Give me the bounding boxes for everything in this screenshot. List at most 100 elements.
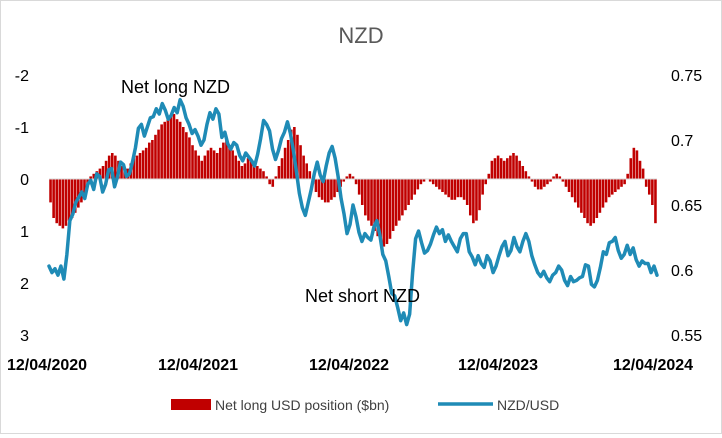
bar [521,166,524,179]
bar [642,169,645,179]
left-tick-label: -2 [15,68,29,85]
bar [333,179,336,197]
bar [518,161,521,179]
left-tick-label: 2 [20,276,29,293]
bar [432,179,435,184]
bar [145,148,148,179]
bar [383,179,386,247]
bar [148,143,151,179]
bar [231,150,234,179]
bar [367,179,370,221]
bar [370,179,373,226]
chart-frame: NZD -2 -1 0 1 2 3 0.75 0.7 0.65 0.6 0.55 12/04/20… [0,0,722,434]
bar [555,174,558,179]
bar [629,158,632,179]
bar [401,179,404,215]
bar [163,122,166,179]
right-tick-label: 0.6 [671,263,693,280]
bar [49,179,52,202]
bar [611,179,614,195]
bar [475,179,478,221]
bar [447,179,450,197]
bar [438,179,441,189]
x-tick-label: 12/04/2022 [309,357,389,374]
bar [457,179,460,197]
bar [494,158,497,179]
bar [466,179,469,205]
bar [222,143,225,179]
bar [139,153,142,179]
bar [583,179,586,218]
bar [247,158,250,179]
bar [234,156,237,179]
bar [136,156,139,179]
bar [315,179,318,192]
bar [358,179,361,195]
bar [586,179,589,223]
bar [500,158,503,179]
bar [194,150,197,179]
bar [497,156,500,179]
bar [568,179,571,192]
bar [154,135,157,179]
bar [599,179,602,213]
bar [636,150,639,179]
bar [62,179,65,228]
bar [176,119,179,179]
bar [102,166,105,179]
bar [355,179,358,184]
bar [219,148,222,179]
bar [478,179,481,210]
bar [420,179,423,184]
bar [463,179,466,200]
x-tick-label: 12/04/2020 [7,357,87,374]
bar [302,156,305,179]
right-axis-ticks: 0.75 0.7 0.65 0.6 0.55 [671,68,702,345]
bar [281,158,284,179]
right-tick-label: 0.65 [671,198,702,215]
bar [580,179,583,213]
bar [142,150,145,179]
bar [620,179,623,187]
legend-bar-label: Net long USD position ($bn) [215,397,389,413]
bar [469,179,472,215]
bar [167,119,170,179]
right-tick-label: 0.7 [671,133,693,150]
bar [410,179,413,200]
bar [259,169,262,179]
bar [592,179,595,223]
bar [349,174,352,179]
bar [318,179,321,197]
bar [543,179,546,187]
bar [404,179,407,210]
bar [182,127,185,179]
bar [565,179,568,187]
bar [256,166,259,179]
bar [512,153,515,179]
bar [605,179,608,202]
bar [577,179,580,208]
bar [151,140,154,179]
right-tick-label: 0.55 [671,328,702,345]
bar [213,150,216,179]
bar [596,179,599,218]
bar [197,156,200,179]
bar [204,156,207,179]
bar [216,153,219,179]
bar [398,179,401,221]
right-tick-label: 0.75 [671,68,702,85]
legend-bar-swatch [171,399,211,410]
bar [491,161,494,179]
bar [238,161,241,179]
bar [407,179,410,205]
bar [525,171,528,179]
legend: Net long USD position ($bn) NZD/USD [171,397,559,413]
bar [537,179,540,189]
bar [179,122,182,179]
bar [481,179,484,195]
bar [623,179,626,184]
bar [271,179,274,187]
bar [200,161,203,179]
bar [68,179,71,221]
left-axis-ticks: -2 -1 0 1 2 3 [15,68,29,345]
